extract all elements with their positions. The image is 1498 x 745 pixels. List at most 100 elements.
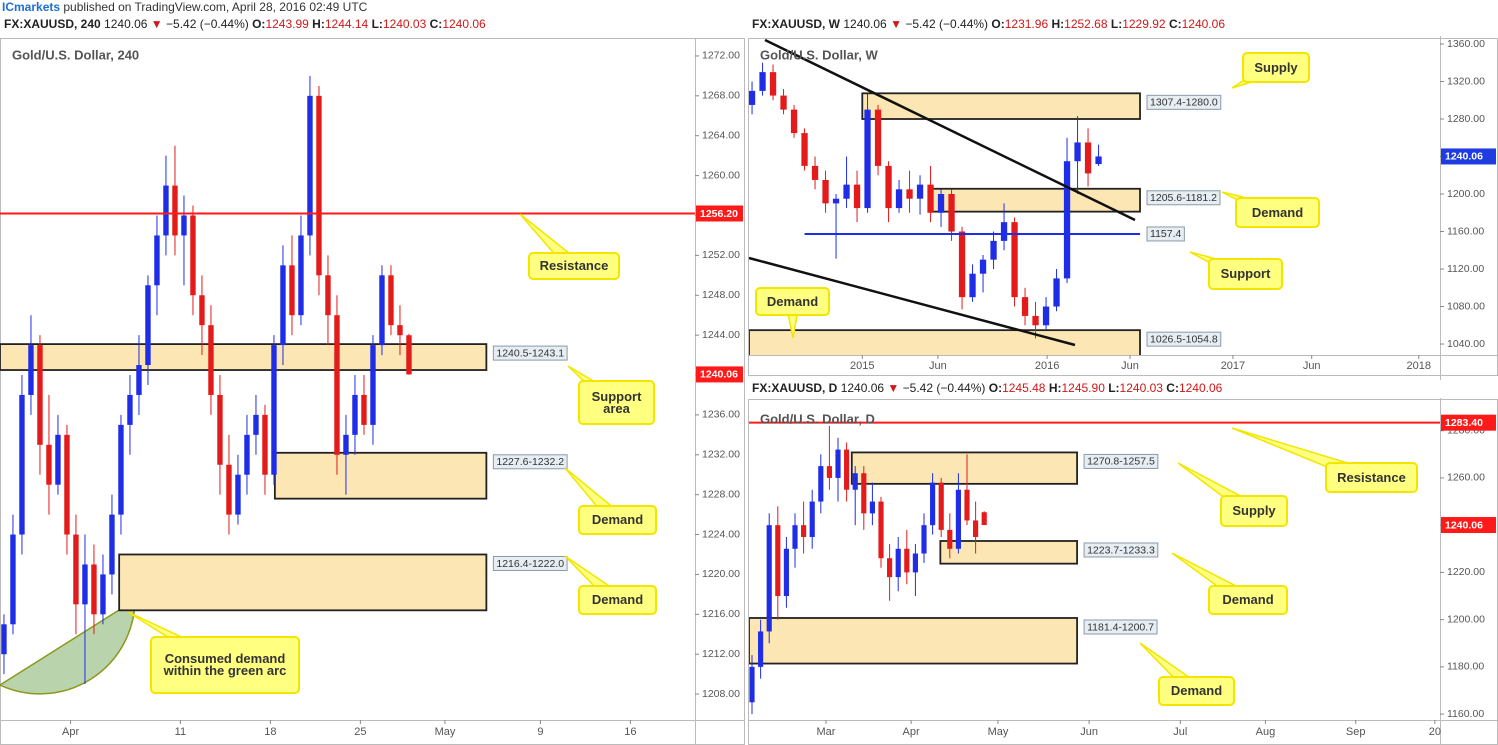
last-price: 1240.06 — [104, 17, 148, 31]
y-tick-label: 1264.00 — [702, 129, 740, 141]
candle-body — [861, 473, 867, 514]
last-price: 1240.06 — [841, 381, 885, 395]
level-tag — [1441, 414, 1496, 431]
candle-body — [979, 259, 987, 274]
candle-body — [82, 564, 88, 605]
change: −5.42 (−0.44%) — [903, 381, 986, 395]
callout: Demand — [755, 287, 830, 316]
candle-body — [843, 184, 850, 199]
ohlc-name: H: — [1049, 381, 1062, 395]
y-tick-label: 1268.00 — [702, 90, 740, 102]
candle-body — [253, 414, 259, 435]
x-tick-label: 2018 — [1407, 360, 1431, 372]
y-tick-label: 1040.00 — [1447, 338, 1485, 350]
candle-body — [163, 185, 169, 236]
zone-label-box — [1083, 542, 1159, 558]
candle-body — [947, 529, 953, 549]
green-arc — [0, 598, 136, 695]
candle-body — [145, 285, 151, 366]
candle-body — [271, 345, 277, 475]
zone-label-box — [492, 345, 568, 361]
zone-label: 1223.7-1233.3 — [1087, 544, 1155, 556]
y-tick-label: 1360.00 — [1447, 38, 1485, 50]
ohlc-name: L: — [372, 17, 383, 31]
last-price-label: 1240.06 — [1445, 519, 1483, 531]
x-tick-label: 2017 — [1221, 360, 1245, 372]
zone — [939, 540, 1078, 565]
candle-body — [1053, 278, 1060, 307]
y-tick-label: 1236.00 — [702, 409, 740, 421]
candle-body — [154, 235, 160, 286]
ohlc-name: L: — [1108, 381, 1119, 395]
x-tick-label: Jun — [929, 360, 947, 372]
candle-body — [379, 275, 385, 346]
candle-body — [1042, 306, 1050, 326]
trend-line — [764, 38, 1136, 222]
candle-body — [244, 434, 250, 475]
x-tick-label: Apr — [62, 726, 79, 738]
zone-label: 1181.4-1200.7 — [1087, 621, 1154, 633]
callout: Demand — [578, 585, 657, 615]
ohlc-value: 1240.06 — [442, 17, 486, 31]
symbol: FX:XAUUSD, 240 — [4, 17, 101, 31]
chart-title: Gold/U.S. Dollar, D — [760, 411, 875, 426]
ohlc-name: C: — [430, 17, 443, 31]
publish-text: published on TradingView.com, April 28, … — [63, 0, 368, 14]
candle-body — [801, 525, 807, 537]
y-tick-label: 1208.00 — [702, 688, 740, 700]
candle-body — [809, 501, 815, 537]
candle-body — [190, 215, 196, 296]
candle-body — [948, 194, 955, 232]
symbol: FX:XAUUSD, D — [752, 381, 838, 395]
ohlc-name: O: — [991, 17, 1004, 31]
ohlc-name: O: — [989, 381, 1002, 395]
candle-body — [822, 179, 829, 204]
zone-label: 1307.4-1280.0 — [1150, 97, 1218, 109]
zone-label-box — [492, 454, 568, 470]
candle-body — [55, 434, 61, 485]
candle-body — [766, 525, 772, 632]
x-tick-label: 16 — [624, 726, 636, 738]
zone-label: 1240.5-1243.1 — [496, 347, 564, 359]
zone-label: 1227.6-1232.2 — [496, 456, 564, 468]
candle-body — [904, 548, 910, 573]
callout: Support area — [578, 380, 655, 425]
candle-body — [852, 473, 858, 490]
candle-body — [887, 558, 893, 578]
ohlc-name: L: — [1111, 17, 1122, 31]
candle-body — [981, 512, 987, 526]
ohlc-value: 1240.06 — [1182, 17, 1226, 31]
trend-line — [748, 256, 1076, 347]
y-tick-label: 1224.00 — [702, 528, 740, 540]
y-tick-label: 1120.00 — [1447, 263, 1484, 275]
zone-label-box — [1083, 453, 1159, 469]
candle-body — [885, 165, 892, 209]
candle-body — [109, 514, 115, 575]
plot-area — [749, 421, 1440, 715]
candle-body — [298, 235, 304, 316]
candle-body — [406, 335, 412, 375]
chart-title: Gold/U.S. Dollar, W — [760, 47, 878, 62]
candle-body — [912, 553, 918, 573]
y-tick-label: 1180.00 — [1447, 661, 1484, 673]
candle-body — [864, 109, 871, 209]
ohlc-name: C: — [1166, 381, 1179, 395]
y-tick-label: 1272.00 — [702, 50, 740, 62]
ohlc-name: H: — [312, 17, 325, 31]
candle-body — [792, 525, 798, 549]
zone-label-box — [1146, 190, 1221, 206]
y-tick-label: 1160.00 — [1447, 225, 1484, 237]
change: −5.42 (−0.44%) — [166, 17, 249, 31]
change-arrow: ▼ — [890, 17, 902, 31]
candle-body — [818, 466, 824, 502]
candle-body — [1011, 222, 1018, 298]
zone-label-box — [1083, 619, 1158, 635]
candle-body — [844, 449, 850, 490]
candle-body — [118, 424, 124, 515]
y-tick-label: 1320.00 — [1447, 75, 1485, 87]
candle-body — [895, 548, 901, 578]
x-tick-label: May — [988, 726, 1009, 738]
candle-body — [343, 434, 349, 455]
candle-body — [780, 95, 787, 110]
candle-body — [1021, 297, 1029, 316]
